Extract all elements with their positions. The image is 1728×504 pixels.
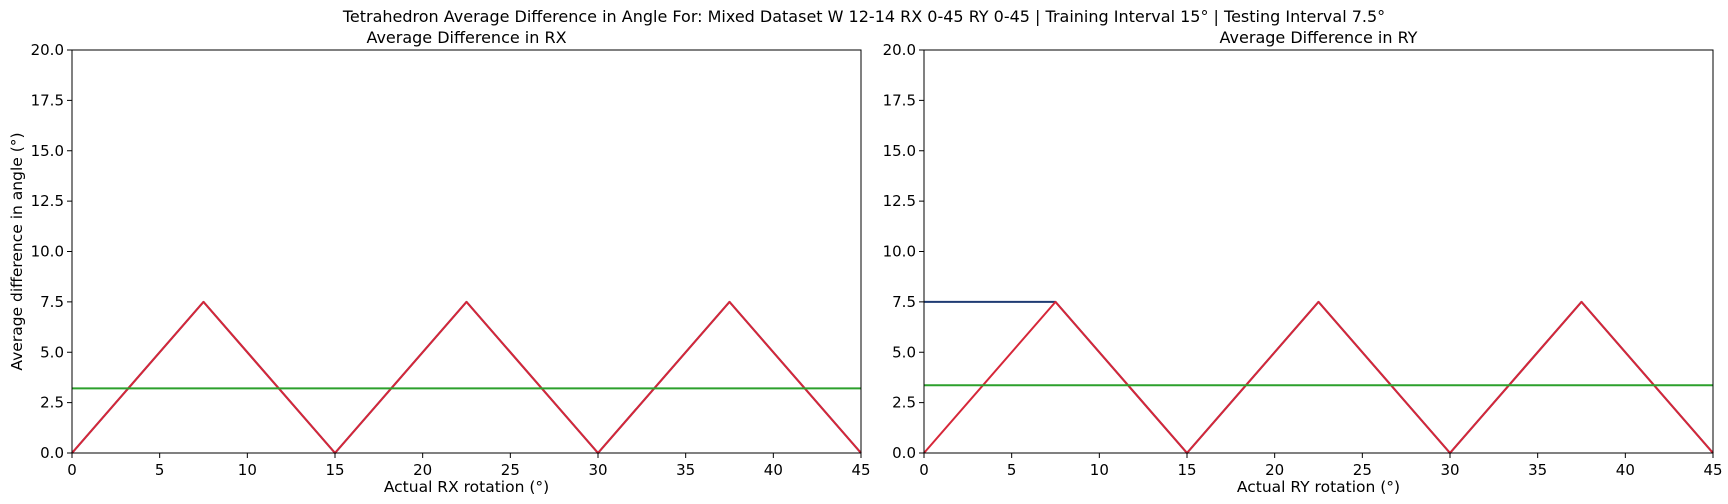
chart-1-x-tick-label: 35 xyxy=(676,461,695,479)
chart-1-y-tick-label: 5.0 xyxy=(40,343,64,361)
figure-suptitle: Tetrahedron Average Difference in Angle … xyxy=(342,7,1385,26)
chart-1-y-tick-label: 12.5 xyxy=(31,192,64,210)
chart-2-x-tick-label: 40 xyxy=(1616,461,1635,479)
chart-1-x-axis-label: Actual RX rotation (°) xyxy=(384,478,549,496)
chart-1-y-tick-label: 10.0 xyxy=(31,243,64,261)
chart-2-y-tick-label: 2.5 xyxy=(892,394,916,412)
chart-1-x-tick-label: 25 xyxy=(501,461,520,479)
chart-2-series-line-2 xyxy=(923,300,1714,454)
chart-2-x-tick-label: 0 xyxy=(919,461,929,479)
chart-2-x-tick-label: 45 xyxy=(1703,461,1722,479)
chart-2-y-tick-label: 5.0 xyxy=(892,343,916,361)
chart-1-title: Average Difference in RX xyxy=(366,28,566,47)
chart-2-x-tick-label: 15 xyxy=(1177,461,1196,479)
chart-1-x-tick-label: 30 xyxy=(588,461,607,479)
chart-1-x-tick-label: 0 xyxy=(67,461,77,479)
chart-1-y-tick-label: 2.5 xyxy=(40,394,64,412)
chart-1-y-tick-label: 0.0 xyxy=(40,444,64,462)
chart-2-y-tick-label: 12.5 xyxy=(883,192,916,210)
chart-2-y-tick-label: 7.5 xyxy=(892,293,916,311)
chart-2-y-tick-label: 20.0 xyxy=(883,41,916,59)
chart-2-y-tick-label: 10.0 xyxy=(883,243,916,261)
chart-2-x-tick-label: 25 xyxy=(1353,461,1372,479)
chart-1-x-tick-label: 10 xyxy=(238,461,257,479)
chart-2-x-tick-label: 20 xyxy=(1265,461,1284,479)
chart-2-x-axis-label: Actual RY rotation (°) xyxy=(1237,478,1400,496)
chart-1-y-tick-label: 7.5 xyxy=(40,293,64,311)
chart-1-y-tick-label: 20.0 xyxy=(31,41,64,59)
chart-1-x-tick-label: 15 xyxy=(325,461,344,479)
chart-1-y-axis-label: Average difference in angle (°) xyxy=(8,132,26,370)
chart-2-title: Average Difference in RY xyxy=(1220,28,1418,47)
chart-1-axes-frame xyxy=(71,49,862,454)
chart-2-x-tick-label: 35 xyxy=(1528,461,1547,479)
chart-1-x-tick-label: 40 xyxy=(764,461,783,479)
chart-2-y-tick-label: 15.0 xyxy=(883,142,916,160)
chart-2-series-line-1 xyxy=(924,300,1714,454)
chart-1-series-line-2 xyxy=(71,300,862,454)
chart-1-y-tick-label: 15.0 xyxy=(31,142,64,160)
chart-1-x-tick-label: 5 xyxy=(155,461,165,479)
chart-2-x-tick-label: 30 xyxy=(1440,461,1459,479)
chart-2-x-tick-label: 10 xyxy=(1090,461,1109,479)
chart-1-x-tick-label: 20 xyxy=(413,461,432,479)
chart-2-y-tick-label: 0.0 xyxy=(892,444,916,462)
chart-2-axes-frame xyxy=(923,49,1714,454)
chart-2-y-tick-label: 17.5 xyxy=(883,91,916,109)
chart-1-x-tick-label: 45 xyxy=(851,461,870,479)
chart-1-y-tick-label: 17.5 xyxy=(31,91,64,109)
chart-1-series-line-1 xyxy=(71,300,862,454)
chart-2-x-tick-label: 5 xyxy=(1007,461,1017,479)
